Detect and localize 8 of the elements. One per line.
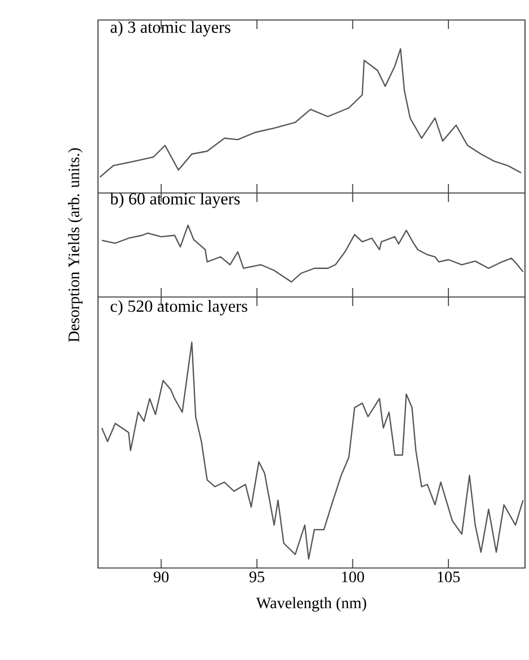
x-tick-label: 105 <box>438 572 460 582</box>
x-tick-label: 90 <box>154 572 169 582</box>
chart-title: a) 3 atomic layers <box>110 20 230 36</box>
x-tick-label: 95 <box>249 572 264 582</box>
chart-title: c) 520 atomic layers <box>110 300 248 316</box>
x-tick-label: 100 <box>342 572 364 582</box>
x-axis-title: Wavelength (nm) <box>256 597 366 612</box>
y-axis-title: Desorption Yields (arb. units.) <box>68 148 82 342</box>
